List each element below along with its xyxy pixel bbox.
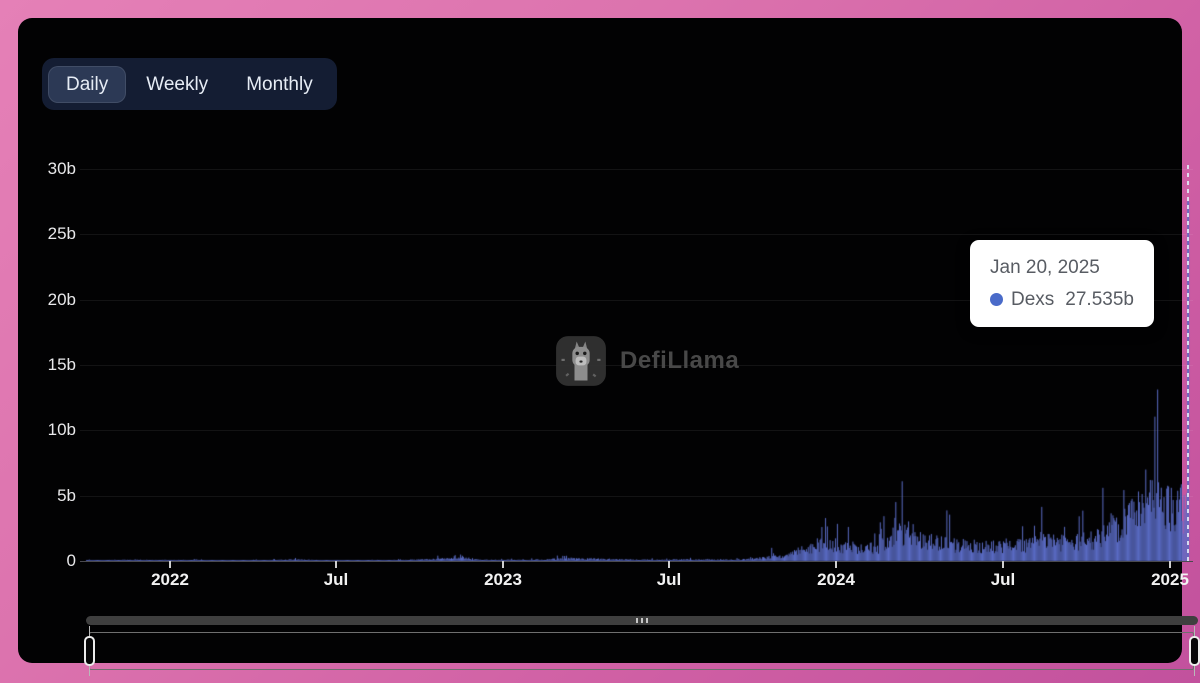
chart-panel: Daily Weekly Monthly 0 5b 10b 15b 20b 25b 30b … (18, 18, 1200, 676)
x-axis-tick (169, 561, 171, 568)
interval-tabs: Daily Weekly Monthly (42, 58, 337, 110)
x-axis-tick-label: Jul (656, 570, 682, 589)
defillama-watermark: DefiLlama (555, 335, 739, 387)
x-axis-tick (502, 561, 504, 568)
y-axis-tick-label: 5b (57, 485, 76, 505)
x-axis-line (80, 561, 1193, 562)
brush-handle-left[interactable] (84, 636, 95, 666)
x-axis-tick-label: 2023 (484, 570, 522, 589)
x-axis-tick-label: 2022 (151, 570, 189, 589)
x-axis-tick (835, 561, 837, 568)
tooltip-value: 27.535b (1065, 289, 1134, 310)
watermark-text: DefiLlama (620, 347, 740, 374)
tab-daily[interactable]: Daily (48, 65, 127, 103)
y-axis-tick-label: 0 (66, 551, 76, 570)
tab-weekly[interactable]: Weekly (128, 66, 226, 103)
volume-bars-canvas[interactable] (80, 158, 1194, 562)
chart-tooltip: Jan 20, 2025 Dexs 27.535b (970, 240, 1154, 327)
x-axis-tick-label: 2024 (817, 570, 855, 589)
crosshair-line (1187, 165, 1189, 562)
x-axis-tick-label: Jul (323, 570, 349, 589)
tooltip-date: Jan 20, 2025 (990, 257, 1100, 278)
brush-selection[interactable] (89, 632, 1194, 670)
x-axis-tick (1169, 561, 1171, 568)
x-axis-tick-label: 2025 (1151, 570, 1189, 589)
x-axis-tick-label: Jul (990, 570, 1016, 589)
y-axis-tick-label: 30b (47, 159, 76, 178)
brush-handle-right[interactable] (1189, 636, 1200, 666)
defillama-logo-icon (556, 336, 606, 386)
x-axis-tick (335, 561, 337, 568)
y-axis-tick-label: 10b (47, 420, 76, 440)
brush-grip-icon[interactable] (636, 618, 648, 623)
y-axis-tick-label: 15b (47, 355, 76, 374)
y-axis-tick-label: 25b (47, 224, 76, 244)
tooltip-series-name: Dexs (1011, 289, 1055, 310)
series-dot-icon (990, 293, 1003, 306)
brush-scrollbar[interactable] (86, 616, 1198, 625)
x-axis-tick (1002, 561, 1004, 568)
y-axis-tick-label: 20b (47, 289, 76, 309)
tab-monthly[interactable]: Monthly (228, 66, 331, 103)
x-axis-tick (668, 561, 670, 568)
